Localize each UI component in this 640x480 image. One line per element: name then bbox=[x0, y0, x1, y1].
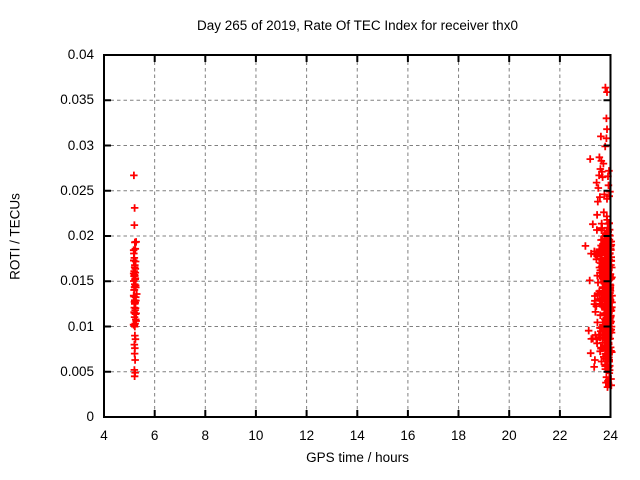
x-tick-label: 22 bbox=[552, 428, 568, 443]
y-tick-label: 0.015 bbox=[60, 273, 94, 289]
x-tick-label: 20 bbox=[501, 428, 517, 443]
y-tick-label: 0 bbox=[86, 409, 94, 424]
chart-title: Day 265 of 2019, Rate Of TEC Index for r… bbox=[197, 18, 518, 33]
x-tick-label: 6 bbox=[150, 428, 159, 443]
x-tick-label: 4 bbox=[100, 428, 108, 443]
y-tick-label: 0.02 bbox=[67, 228, 94, 243]
y-tick-label: 0.03 bbox=[67, 137, 94, 153]
x-tick-label: 24 bbox=[602, 428, 619, 443]
x-tick-label: 14 bbox=[349, 428, 365, 443]
y-tick-label: 0.035 bbox=[60, 92, 94, 108]
x-tick-label: 12 bbox=[299, 428, 315, 443]
x-axis-label: GPS time / hours bbox=[306, 450, 409, 465]
x-tick-label: 16 bbox=[400, 428, 416, 443]
y-tick-label: 0.04 bbox=[67, 47, 94, 62]
x-tick-label: 8 bbox=[201, 428, 210, 443]
x-tick-label: 18 bbox=[451, 428, 467, 443]
plot-border bbox=[103, 54, 612, 418]
y-tick-label: 0.005 bbox=[60, 363, 94, 379]
scatter-points bbox=[129, 83, 616, 391]
y-tick-label: 0.01 bbox=[67, 318, 94, 334]
y-tick-label: 0.025 bbox=[60, 182, 94, 198]
x-tick-label: 10 bbox=[248, 428, 264, 443]
